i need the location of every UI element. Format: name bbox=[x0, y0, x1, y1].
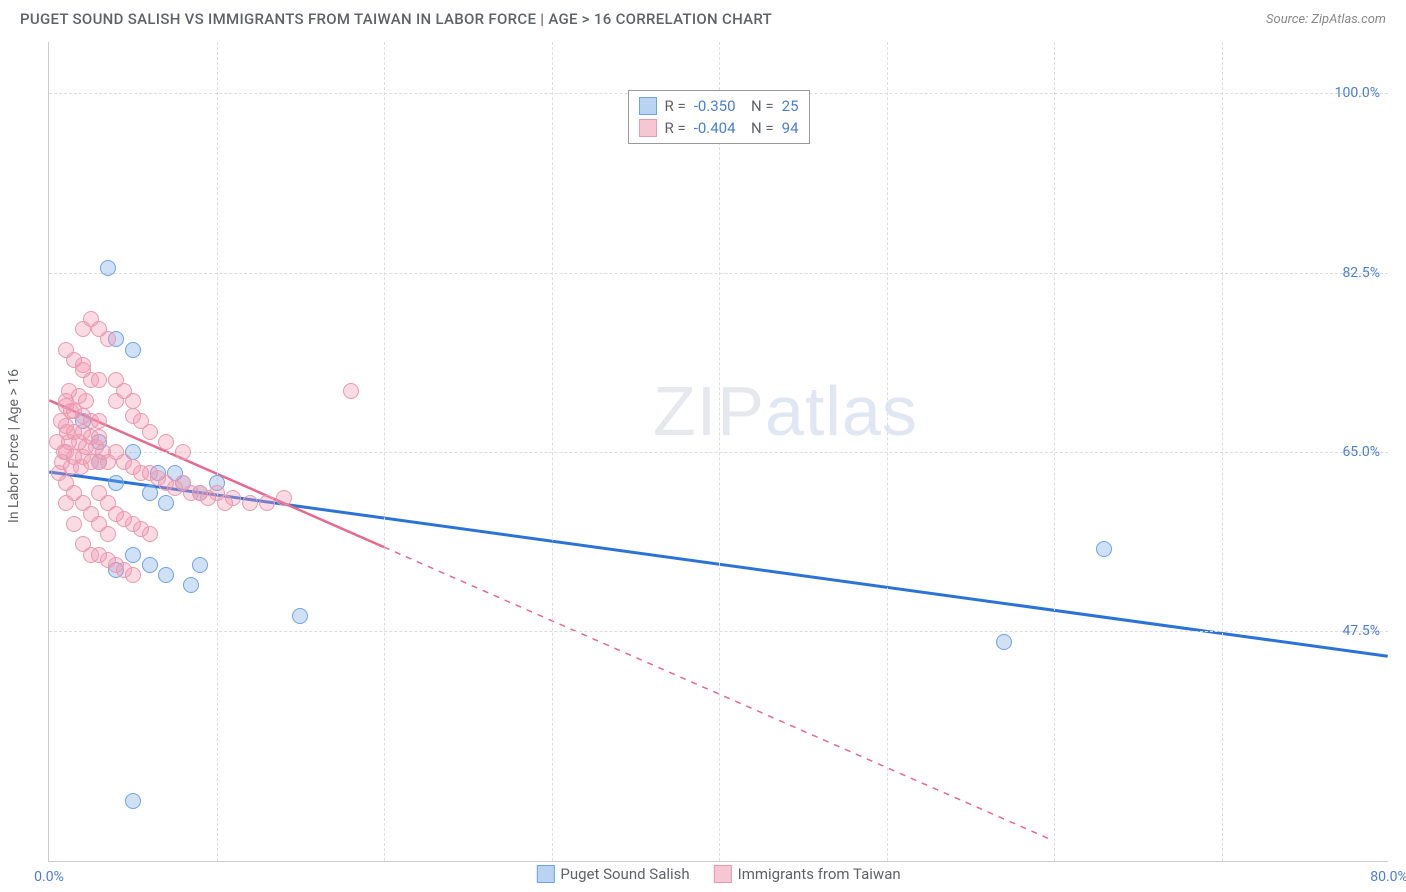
scatter-point bbox=[125, 793, 141, 809]
scatter-point bbox=[259, 495, 275, 511]
scatter-point bbox=[158, 434, 174, 450]
chart-title: PUGET SOUND SALISH VS IMMIGRANTS FROM TA… bbox=[20, 10, 772, 28]
scatter-point bbox=[158, 567, 174, 583]
scatter-point bbox=[192, 557, 208, 573]
scatter-point bbox=[292, 608, 308, 624]
r-value-1: -0.404 bbox=[694, 119, 736, 137]
chart-source: Source: ZipAtlas.com bbox=[1266, 12, 1386, 27]
scatter-point bbox=[91, 372, 107, 388]
chart-header: PUGET SOUND SALISH VS IMMIGRANTS FROM TA… bbox=[0, 0, 1406, 33]
scatter-point bbox=[276, 490, 292, 506]
scatter-point bbox=[91, 413, 107, 429]
series-legend-0: Puget Sound Salish bbox=[536, 865, 689, 883]
scatter-point bbox=[51, 465, 67, 481]
scatter-point bbox=[100, 526, 116, 542]
y-tick-label: 47.5% bbox=[1342, 623, 1380, 639]
scatter-point bbox=[108, 475, 124, 491]
y-tick-label: 65.0% bbox=[1342, 444, 1380, 460]
swatch-blue bbox=[638, 97, 656, 115]
scatter-point bbox=[59, 424, 75, 440]
scatter-point bbox=[142, 424, 158, 440]
scatter-point bbox=[125, 342, 141, 358]
stats-row-0: R = -0.350 N = 25 bbox=[638, 95, 798, 117]
scatter-point bbox=[142, 557, 158, 573]
scatter-point bbox=[100, 260, 116, 276]
watermark-text: ZIPatlas bbox=[653, 371, 918, 451]
grid-line-v bbox=[719, 42, 720, 861]
scatter-point bbox=[125, 393, 141, 409]
scatter-point bbox=[225, 490, 241, 506]
chart-plot-area: ZIPatlas R = -0.350 N = 25 R = -0.404 N … bbox=[48, 42, 1388, 862]
series-legend: Puget Sound Salish Immigrants from Taiwa… bbox=[536, 865, 900, 883]
scatter-point bbox=[183, 577, 199, 593]
stats-legend: R = -0.350 N = 25 R = -0.404 N = 94 bbox=[627, 90, 809, 144]
stats-row-1: R = -0.404 N = 94 bbox=[638, 117, 798, 139]
scatter-point bbox=[66, 516, 82, 532]
grid-line-v bbox=[1054, 42, 1055, 861]
swatch-series-1 bbox=[714, 865, 732, 883]
scatter-point bbox=[108, 393, 124, 409]
scatter-point bbox=[75, 321, 91, 337]
y-tick-label: 100.0% bbox=[1335, 85, 1380, 101]
n-value-1: 94 bbox=[782, 119, 799, 137]
watermark-bold: ZIP bbox=[653, 372, 765, 450]
x-tick-label: 80.0% bbox=[1370, 869, 1406, 885]
y-tick-label: 82.5% bbox=[1342, 265, 1380, 281]
scatter-point bbox=[142, 526, 158, 542]
grid-line-v bbox=[217, 42, 218, 861]
scatter-point bbox=[242, 495, 258, 511]
scatter-point bbox=[73, 459, 89, 475]
x-tick-label: 0.0% bbox=[34, 869, 64, 885]
scatter-point bbox=[175, 444, 191, 460]
scatter-point bbox=[142, 485, 158, 501]
r-value-0: -0.350 bbox=[694, 97, 736, 115]
watermark-thin: atlas bbox=[765, 372, 918, 450]
grid-line-v bbox=[552, 42, 553, 861]
scatter-point bbox=[125, 408, 141, 424]
grid-line-v bbox=[887, 42, 888, 861]
scatter-point bbox=[56, 444, 72, 460]
scatter-point bbox=[63, 403, 79, 419]
grid-line-v bbox=[1222, 42, 1223, 861]
series-legend-1: Immigrants from Taiwan bbox=[714, 865, 901, 883]
scatter-point bbox=[125, 567, 141, 583]
scatter-point bbox=[83, 547, 99, 563]
grid-line-v bbox=[384, 42, 385, 861]
y-axis-label: In Labor Force | Age > 16 bbox=[6, 369, 22, 523]
swatch-pink bbox=[638, 119, 656, 137]
scatter-point bbox=[158, 495, 174, 511]
scatter-point bbox=[343, 383, 359, 399]
scatter-point bbox=[125, 547, 141, 563]
scatter-point bbox=[75, 357, 91, 373]
n-value-0: 25 bbox=[782, 97, 799, 115]
scatter-point bbox=[1096, 541, 1112, 557]
scatter-point bbox=[996, 634, 1012, 650]
series-label-0: Puget Sound Salish bbox=[560, 865, 689, 883]
swatch-series-0 bbox=[536, 865, 554, 883]
series-label-1: Immigrants from Taiwan bbox=[738, 865, 901, 883]
